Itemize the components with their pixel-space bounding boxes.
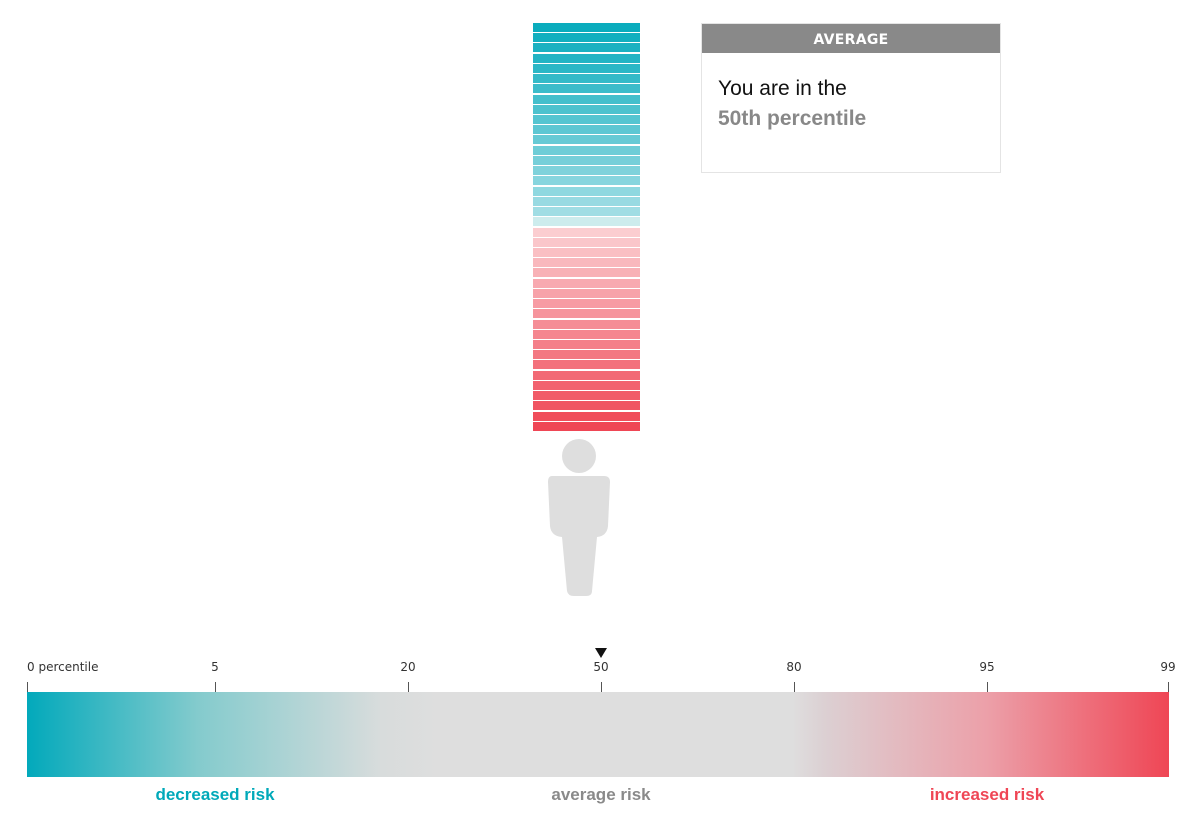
card-intro-text: You are in the (718, 77, 847, 100)
percentile-stripe (533, 176, 640, 186)
percentile-stripe (533, 166, 640, 176)
card-header: AVERAGE (702, 24, 1000, 53)
tick-mark (408, 682, 409, 692)
percentile-stripe (533, 145, 640, 155)
percentile-stripe (533, 319, 640, 329)
percentile-stripe (533, 350, 640, 360)
tick-label-20: 20 (400, 660, 416, 674)
card-percentile-text: 50th percentile (718, 107, 867, 130)
percentile-stripe (533, 207, 640, 217)
percentile-stripe (533, 135, 640, 145)
percentile-stripe (533, 33, 640, 43)
percentile-stripe (533, 268, 640, 278)
average-risk-label: average risk (551, 785, 651, 804)
percentile-stripe (533, 23, 640, 33)
percentile-stripe (533, 43, 640, 53)
percentile-stripe (533, 227, 640, 237)
percentile-stripe (533, 288, 640, 298)
percentile-stripe (533, 94, 640, 104)
percentile-stripe (533, 401, 640, 411)
percentile-stripe (533, 360, 640, 370)
tick-label-99: 99 (1160, 660, 1176, 674)
tick-label-80: 80 (786, 660, 802, 674)
percentile-stripe (533, 125, 640, 135)
percentile-stripe (533, 421, 640, 431)
percentile-stripe (533, 53, 640, 63)
tick-mark (27, 682, 28, 692)
tick-label-5: 5 (211, 660, 219, 674)
percentile-stripe (533, 63, 640, 73)
current-percentile-marker-icon (595, 648, 607, 658)
tick-mark (601, 682, 602, 692)
tick-mark (215, 682, 216, 692)
percentile-stripe (533, 299, 640, 309)
percentile-stripe (533, 329, 640, 339)
percentile-result-card: AVERAGE You are in the 50th percentile (701, 23, 1001, 173)
percentile-stripe (533, 258, 640, 268)
percentile-stripe (533, 370, 640, 380)
percentile-stripe (533, 247, 640, 257)
percentile-stripe (533, 104, 640, 114)
person-silhouette-icon (548, 439, 610, 596)
percentile-stripe (533, 186, 640, 196)
percentile-stack-bar (533, 23, 640, 432)
tick-mark (987, 682, 988, 692)
tick-label-95: 95 (979, 660, 995, 674)
percentile-stripe (533, 155, 640, 165)
percentile-stripe (533, 391, 640, 401)
percentile-stripe (533, 339, 640, 349)
decreased-risk-label: decreased risk (155, 785, 275, 804)
increased-risk-label: increased risk (929, 785, 1045, 804)
percentile-stripe (533, 217, 640, 227)
percentile-stripe (533, 278, 640, 288)
percentile-stripe (533, 115, 640, 125)
percentile-stripe (533, 84, 640, 94)
percentile-stripe (533, 74, 640, 84)
tick-mark (1168, 682, 1169, 692)
tick-label-0: 0 percentile (27, 660, 99, 674)
tick-mark (794, 682, 795, 692)
percentile-stripe (533, 237, 640, 247)
risk-gradient-bar (27, 692, 1169, 777)
percentile-stripe (533, 411, 640, 421)
percentile-stripe (533, 196, 640, 206)
percentile-stripe (533, 309, 640, 319)
tick-label-50: 50 (593, 660, 609, 674)
percentile-stripe (533, 380, 640, 390)
